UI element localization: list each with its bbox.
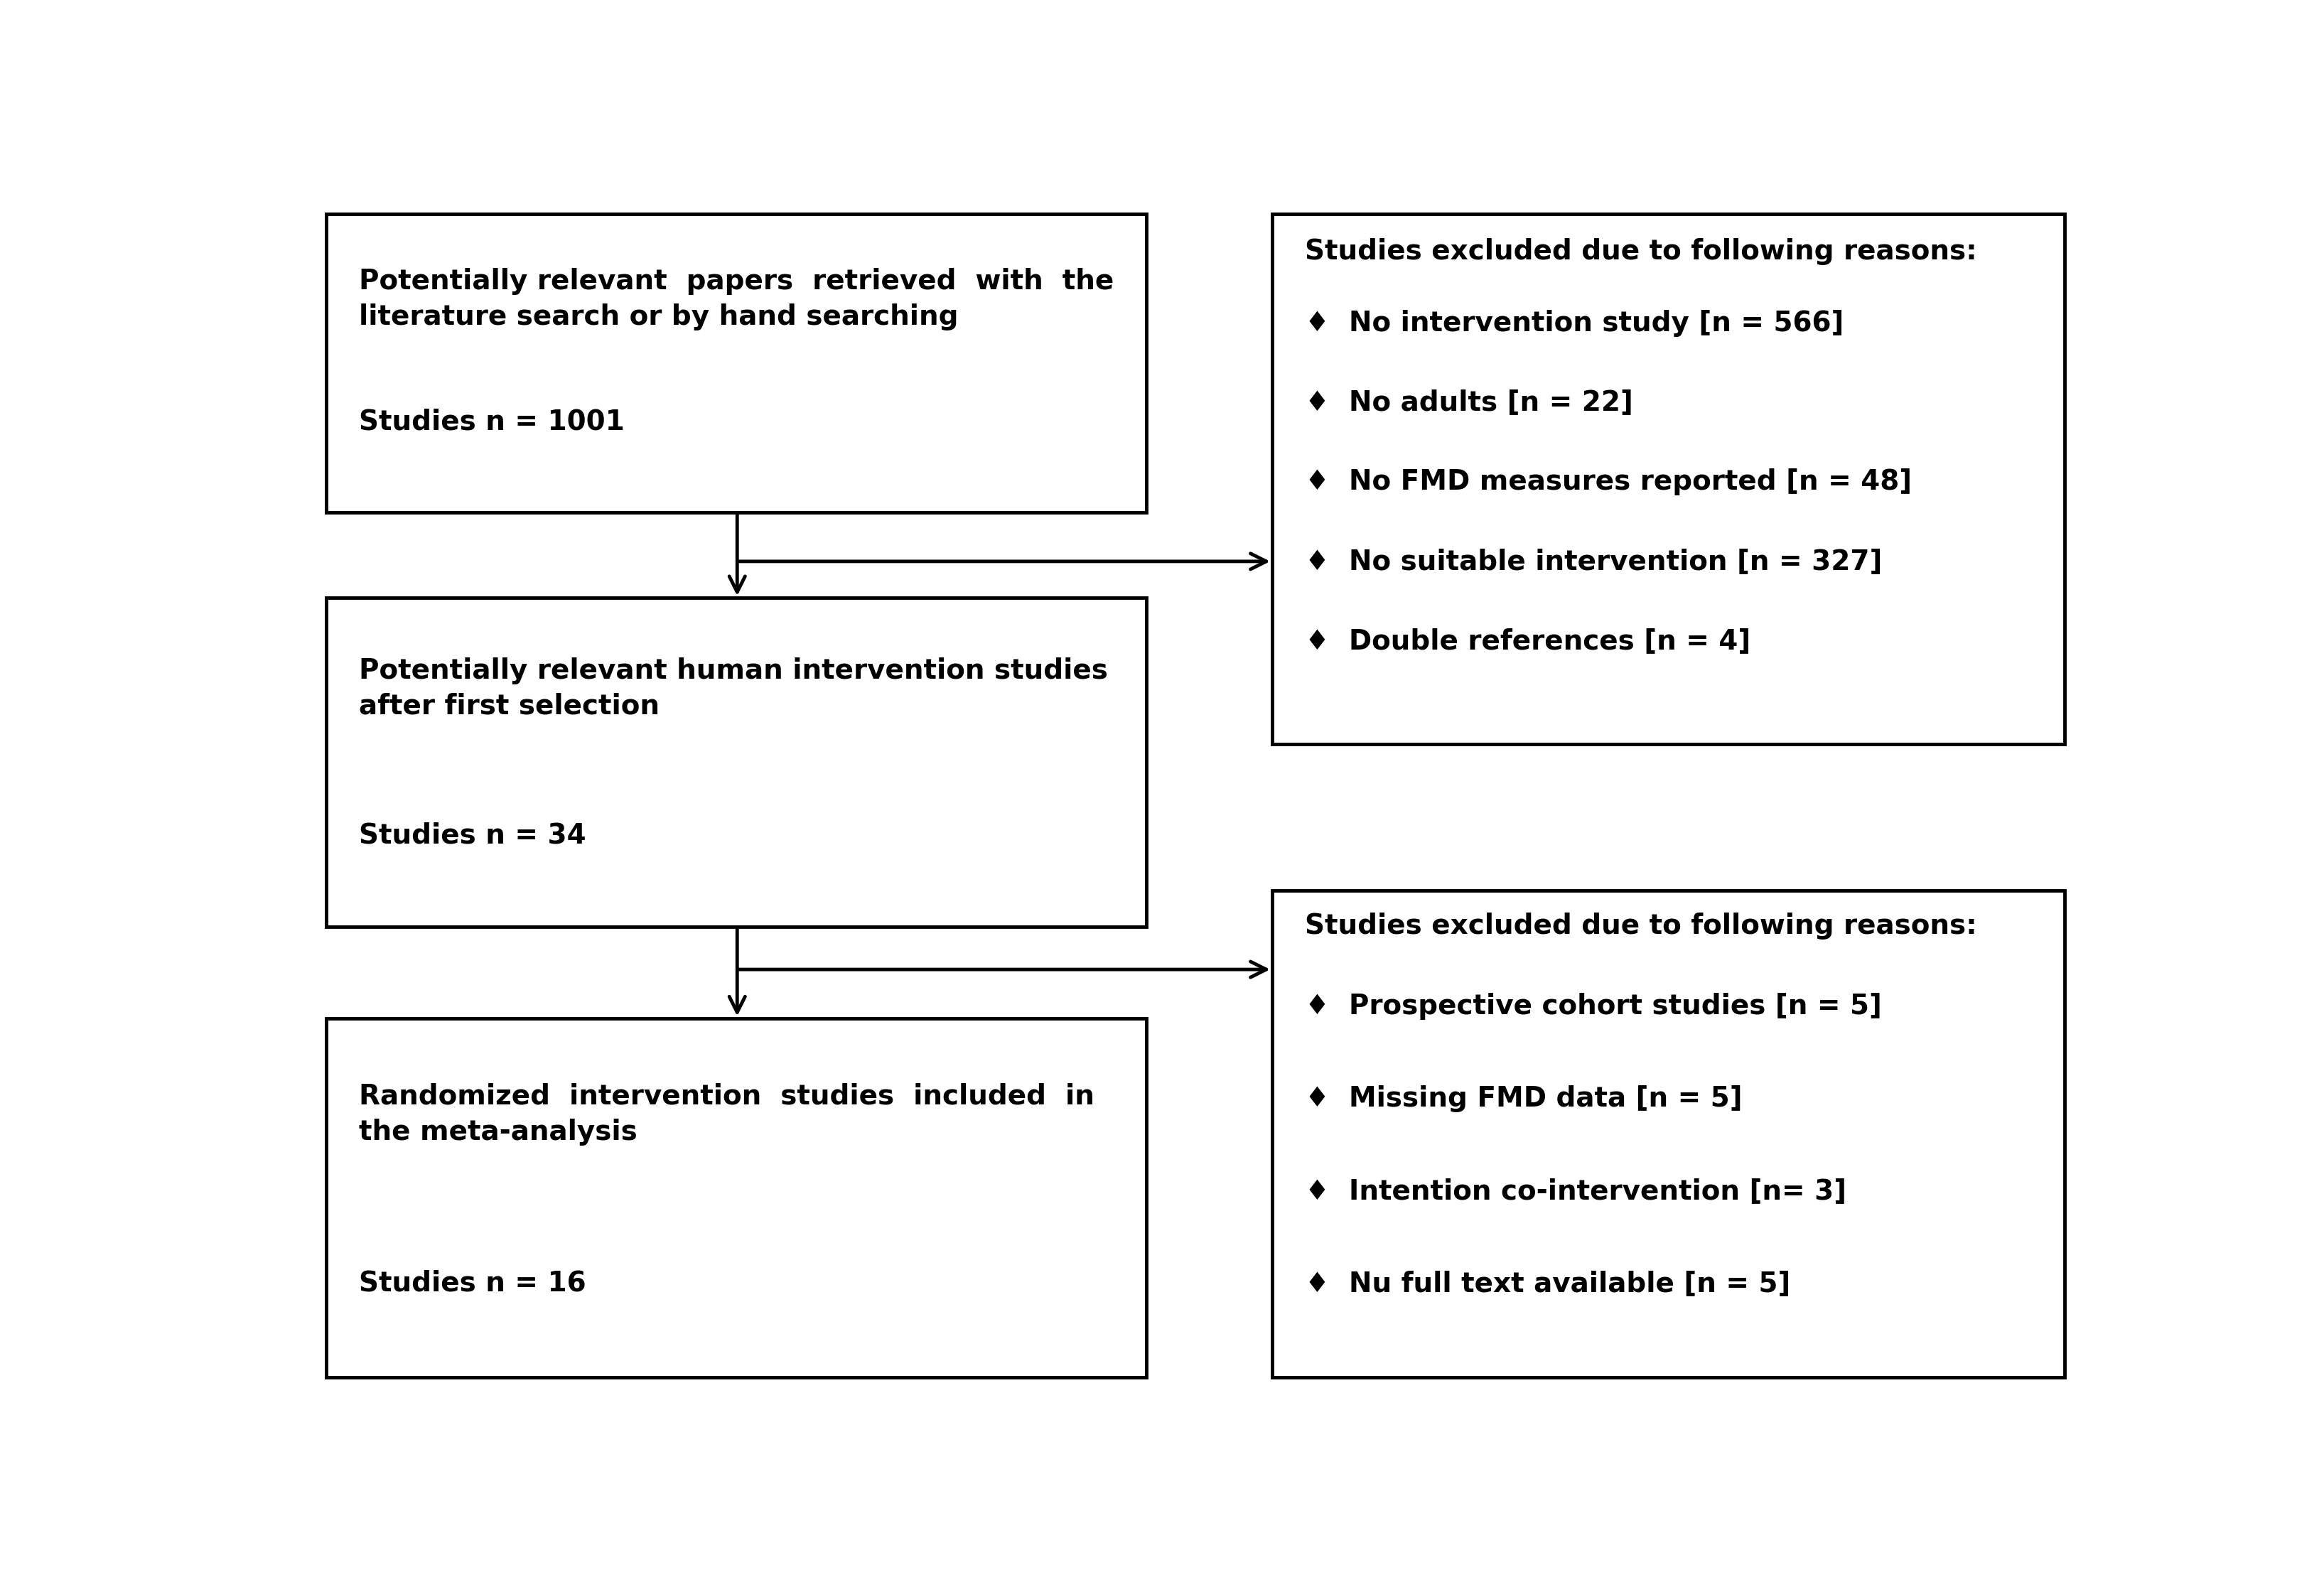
Bar (1271, 891, 2064, 1378)
Bar (1271, 214, 2064, 744)
Text: Studies n = 34: Studies n = 34 (358, 821, 586, 848)
Text: Potentially relevant  papers  retrieved  with  the
literature search or by hand : Potentially relevant papers retrieved wi… (358, 267, 1113, 331)
Text: Studies excluded due to following reasons:: Studies excluded due to following reason… (1304, 237, 1978, 266)
Text: ♦  Double references [n = 4]: ♦ Double references [n = 4] (1304, 628, 1750, 655)
Bar (325, 598, 1146, 927)
Text: Randomized  intervention  studies  included  in
the meta-analysis: Randomized intervention studies included… (358, 1082, 1095, 1145)
Text: ♦  Prospective cohort studies [n = 5]: ♦ Prospective cohort studies [n = 5] (1304, 992, 1882, 1020)
Text: ♦  Missing FMD data [n = 5]: ♦ Missing FMD data [n = 5] (1304, 1085, 1743, 1112)
Text: Studies n = 1001: Studies n = 1001 (358, 408, 625, 435)
Text: ♦  No suitable intervention [n = 327]: ♦ No suitable intervention [n = 327] (1304, 547, 1882, 574)
Bar (325, 214, 1146, 513)
Text: ♦  No adults [n = 22]: ♦ No adults [n = 22] (1304, 389, 1634, 416)
Text: ♦  Nu full text available [n = 5]: ♦ Nu full text available [n = 5] (1304, 1270, 1789, 1297)
Text: Potentially relevant human intervention studies
after first selection: Potentially relevant human intervention … (358, 657, 1109, 720)
Text: Studies excluded due to following reasons:: Studies excluded due to following reason… (1304, 913, 1978, 940)
Text: Studies n = 16: Studies n = 16 (358, 1270, 586, 1297)
Bar (325, 1019, 1146, 1378)
Text: ♦  No FMD measures reported [n = 48]: ♦ No FMD measures reported [n = 48] (1304, 468, 1913, 495)
Text: ♦  Intention co-intervention [n= 3]: ♦ Intention co-intervention [n= 3] (1304, 1177, 1845, 1205)
Text: ♦  No intervention study [n = 566]: ♦ No intervention study [n = 566] (1304, 310, 1843, 337)
